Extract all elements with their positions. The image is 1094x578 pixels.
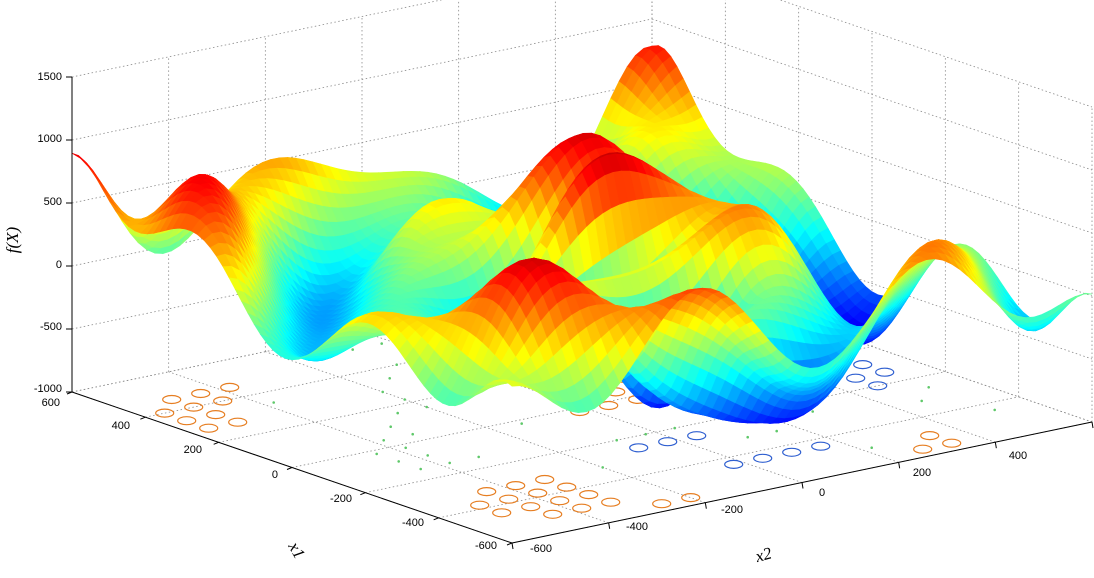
contour-point xyxy=(870,446,873,450)
grid-line xyxy=(778,0,1093,108)
grid-line xyxy=(651,144,1093,297)
contour-loop xyxy=(811,441,831,451)
contour-loop xyxy=(629,443,649,453)
contour-loop xyxy=(868,381,888,391)
contour-loop xyxy=(550,496,570,506)
surface-facet xyxy=(71,152,87,164)
contour-loop xyxy=(782,447,802,457)
grid-line xyxy=(438,396,1019,519)
contour-point xyxy=(389,425,393,429)
contour-loop xyxy=(470,500,490,510)
contour-loop xyxy=(853,360,873,370)
contour-loop xyxy=(652,499,672,509)
contour-loop xyxy=(557,482,577,492)
contour-point xyxy=(601,466,604,469)
contour-point xyxy=(811,410,814,413)
contour-loop xyxy=(920,431,940,441)
contour-loop xyxy=(499,494,519,504)
contour-point xyxy=(448,461,452,465)
contour-loop xyxy=(572,503,592,513)
grid-line xyxy=(365,371,946,494)
contour-loop xyxy=(220,382,240,392)
contour-loop xyxy=(521,502,541,512)
surface-facet xyxy=(96,179,112,201)
contour-loop xyxy=(753,453,773,463)
contour-loop xyxy=(492,508,512,518)
contour-loop xyxy=(191,388,211,399)
contour-point xyxy=(404,446,408,450)
contour-point xyxy=(403,398,407,401)
contour-loop xyxy=(599,400,619,411)
contour-loop xyxy=(162,394,182,405)
contour-point xyxy=(395,363,399,367)
contour-point xyxy=(520,422,523,425)
contour-point xyxy=(419,467,423,471)
contour-point xyxy=(397,460,401,463)
surface-facet xyxy=(1060,296,1076,309)
contour-point xyxy=(477,455,481,459)
contour-point xyxy=(673,426,676,430)
contour-point xyxy=(426,454,430,457)
contour-point xyxy=(425,405,429,409)
contour-point xyxy=(993,408,996,412)
contour-loop xyxy=(477,487,497,497)
surface-facet xyxy=(109,201,125,217)
contour-loop xyxy=(681,493,701,503)
grid-line xyxy=(71,0,444,78)
contour-point xyxy=(380,342,384,345)
contour-point xyxy=(351,348,355,351)
contour-loop xyxy=(213,396,233,406)
contour-point xyxy=(615,438,618,442)
surface-mesh xyxy=(71,45,1093,424)
contour-loop xyxy=(206,410,226,420)
contour-point xyxy=(382,439,386,442)
contour-loop xyxy=(913,444,933,454)
contour-loop xyxy=(535,474,555,485)
contour-loop xyxy=(942,438,962,448)
contour-point xyxy=(411,432,415,436)
contour-loop xyxy=(601,497,621,507)
contour-point xyxy=(375,452,379,456)
contour-loop xyxy=(199,423,219,433)
contour-point xyxy=(644,432,647,436)
contour-loop xyxy=(543,509,563,519)
contour-point xyxy=(920,399,923,403)
contour-point xyxy=(381,390,385,394)
contour-loop xyxy=(506,481,526,491)
contour-loop xyxy=(177,416,197,426)
contour-loop xyxy=(846,373,866,383)
contour-loop xyxy=(228,417,248,427)
contour-point xyxy=(927,386,930,389)
contour-point xyxy=(746,435,749,439)
contour-loop xyxy=(724,459,744,469)
grid-line xyxy=(651,270,1093,423)
grid-line xyxy=(168,371,609,524)
contour-loop xyxy=(658,437,678,447)
contour-point xyxy=(396,411,400,415)
contour-point xyxy=(272,401,276,404)
contour-point xyxy=(775,429,778,433)
contour-point xyxy=(388,377,392,380)
contour-loop xyxy=(184,402,204,412)
contour-loop xyxy=(528,488,548,498)
contour-loop xyxy=(579,490,599,500)
contour-loop xyxy=(155,408,175,418)
contour-loop xyxy=(875,367,895,377)
contour-loop xyxy=(687,431,707,441)
grid-line xyxy=(651,207,1093,360)
